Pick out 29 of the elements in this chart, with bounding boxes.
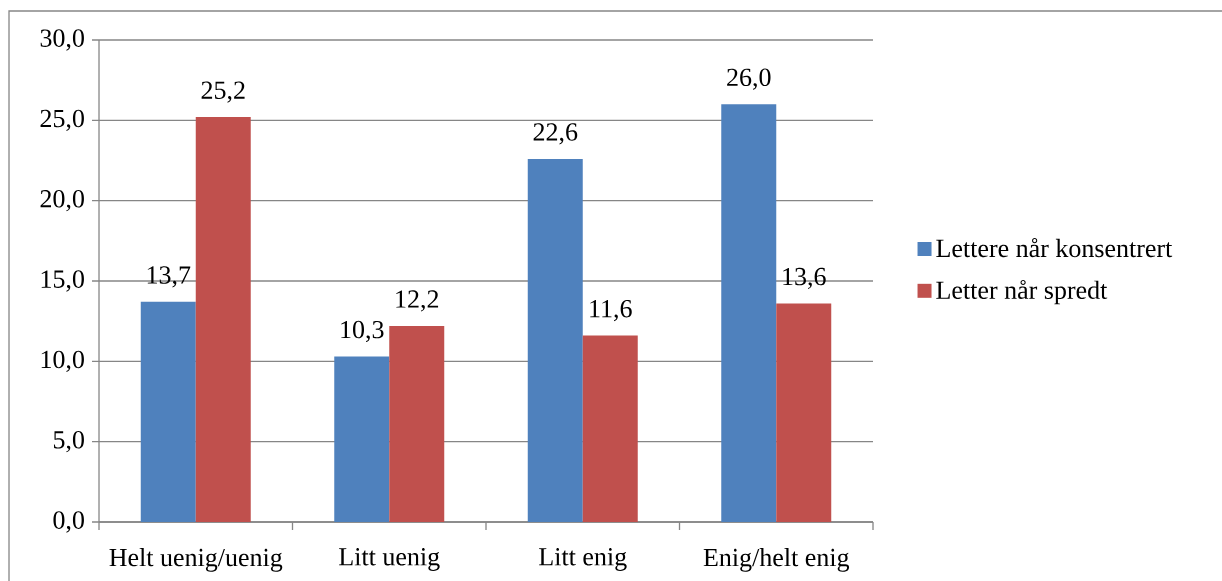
y-tick-label: 25,0 — [40, 109, 84, 131]
bar — [334, 356, 390, 522]
y-tick-label: 5,0 — [53, 431, 84, 453]
data-label: 13,6 — [783, 267, 826, 290]
legend-label: Letter når spredt — [936, 279, 1108, 305]
y-tick-label: 10,0 — [41, 350, 84, 372]
y-tick-label: 20,0 — [40, 190, 84, 212]
bar — [389, 325, 445, 522]
bar — [776, 303, 832, 522]
data-label: 25,2 — [201, 81, 245, 103]
bar — [195, 117, 251, 522]
bar — [527, 158, 583, 522]
x-tick-label: Enig/helt enig — [703, 548, 850, 572]
y-tick-label: 15,0 — [41, 270, 84, 292]
bar — [140, 301, 196, 522]
data-label: 26,0 — [727, 68, 771, 90]
data-label: 13,7 — [147, 266, 191, 288]
x-tick-label: Litt enig — [539, 548, 627, 571]
data-label: 10,3 — [341, 320, 384, 343]
y-tick-label: 30,0 — [40, 29, 84, 51]
data-label: 11,6 — [590, 299, 632, 322]
bar — [582, 335, 638, 522]
data-label: 22,6 — [533, 123, 578, 145]
x-tick-label: Litt uenig — [339, 548, 440, 571]
legend-label: Lettere når konsentrert — [936, 238, 1173, 258]
x-tick-label: Helt uenig/uenig — [109, 548, 283, 572]
data-label: 12,2 — [396, 290, 439, 312]
bar — [721, 104, 777, 522]
y-tick-label: 0,0 — [53, 511, 84, 533]
